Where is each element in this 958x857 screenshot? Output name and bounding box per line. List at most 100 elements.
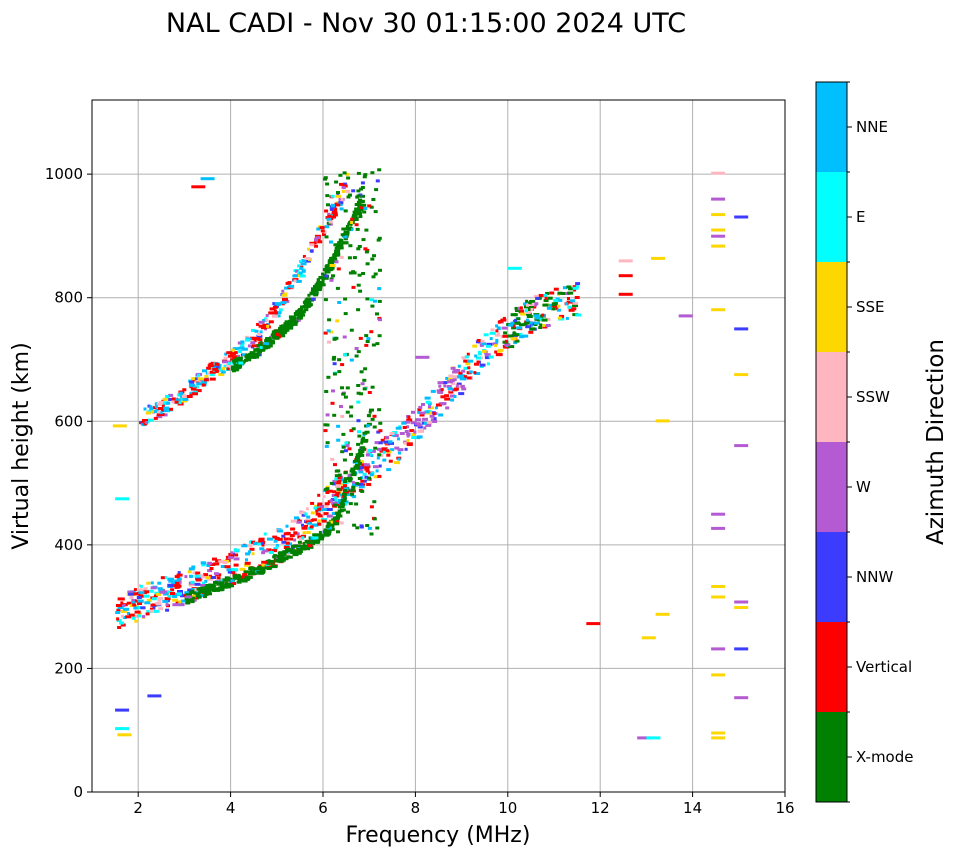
echo-mark: [353, 466, 360, 470]
echo-mark: [377, 236, 382, 240]
echo-mark: [192, 380, 198, 384]
echo-mark: [230, 348, 235, 352]
echo-mark: [357, 430, 361, 434]
echo-mark: [339, 255, 344, 259]
echo-mark: [356, 200, 361, 204]
echo-mark: [134, 610, 141, 614]
echo-mark: [360, 479, 365, 483]
echo-mark: [262, 549, 269, 553]
echo-mark: [203, 592, 210, 596]
echo-mark: [360, 186, 365, 189]
echo-mark: [373, 475, 379, 479]
echo-mark: [358, 215, 363, 218]
echo-mark: [319, 283, 326, 287]
echo-mark: [299, 511, 306, 515]
echo-mark: [203, 378, 209, 382]
echo-mark: [250, 572, 256, 576]
echo-mark: [150, 586, 157, 590]
echo-mark: [220, 565, 226, 568]
echo-mark: [337, 370, 342, 374]
echo-mark: [370, 417, 375, 421]
echo-mark: [143, 407, 147, 411]
echo-mark: [335, 286, 340, 290]
echo-mark: [711, 595, 726, 599]
echo-mark: [201, 563, 206, 567]
echo-mark: [327, 318, 332, 322]
echo-mark: [388, 441, 394, 445]
echo-mark: [300, 305, 303, 309]
echo-mark: [370, 304, 375, 308]
echo-mark: [453, 369, 458, 372]
colorbar-segment: [816, 352, 847, 442]
echo-mark: [318, 276, 325, 279]
echo-mark: [339, 508, 346, 512]
colorbar-label: NNE: [856, 118, 888, 136]
echo-mark: [451, 382, 456, 386]
echo-mark: [171, 581, 177, 585]
echo-mark: [335, 491, 341, 495]
echo-mark: [453, 395, 457, 398]
echo-mark: [249, 547, 255, 551]
echo-mark: [316, 285, 323, 289]
echo-mark: [370, 257, 375, 261]
echo-mark: [490, 328, 495, 332]
echo-mark: [557, 316, 562, 320]
echo-mark: [326, 375, 331, 379]
echo-mark: [309, 291, 316, 295]
echo-mark: [488, 355, 494, 359]
echo-mark: [337, 509, 342, 513]
echo-mark: [351, 481, 355, 485]
echo-mark: [525, 299, 529, 303]
echo-mark: [265, 338, 271, 342]
echo-mark: [185, 593, 189, 597]
echo-mark: [351, 189, 356, 193]
echo-mark: [250, 337, 256, 341]
echo-mark: [301, 259, 307, 263]
echo-mark: [120, 610, 127, 613]
echo-mark: [352, 495, 357, 499]
echo-mark: [228, 552, 235, 556]
echo-mark: [268, 550, 274, 554]
echo-mark: [139, 584, 143, 588]
echo-mark: [261, 563, 265, 567]
echo-mark: [365, 262, 370, 266]
echo-mark: [711, 213, 726, 217]
echo-mark: [248, 567, 254, 570]
echo-mark: [356, 247, 361, 251]
echo-mark: [272, 302, 276, 306]
echo-mark: [344, 230, 350, 234]
echo-mark: [326, 203, 330, 207]
echo-mark: [500, 318, 507, 322]
echo-mark: [282, 550, 289, 554]
echo-mark: [198, 574, 204, 578]
echo-mark: [164, 409, 170, 413]
echo-mark: [369, 330, 374, 334]
echo-mark: [494, 350, 498, 354]
echo-mark: [251, 552, 255, 556]
echo-mark: [543, 293, 548, 297]
echo-mark: [507, 334, 514, 338]
echo-mark: [711, 585, 726, 588]
echo-mark: [133, 588, 137, 592]
echo-mark: [452, 378, 457, 382]
echo-mark: [188, 590, 194, 594]
echo-mark: [325, 194, 330, 198]
echo-mark: [316, 282, 321, 286]
echo-mark: [158, 607, 164, 611]
echo-mark: [166, 401, 171, 405]
echo-mark: [352, 211, 359, 215]
echo-mark: [572, 304, 578, 308]
echo-mark: [213, 581, 218, 584]
echo-mark: [343, 484, 347, 488]
echo-mark: [276, 311, 282, 315]
echo-mark: [244, 561, 251, 565]
echo-mark: [337, 358, 342, 362]
echo-mark: [539, 317, 544, 321]
echo-mark: [200, 561, 206, 565]
echo-mark: [330, 194, 335, 198]
echo-mark: [480, 339, 485, 343]
echo-mark: [336, 438, 341, 442]
colorbar-segment: [816, 622, 847, 712]
echo-mark: [330, 215, 336, 219]
echo-mark: [457, 364, 461, 368]
